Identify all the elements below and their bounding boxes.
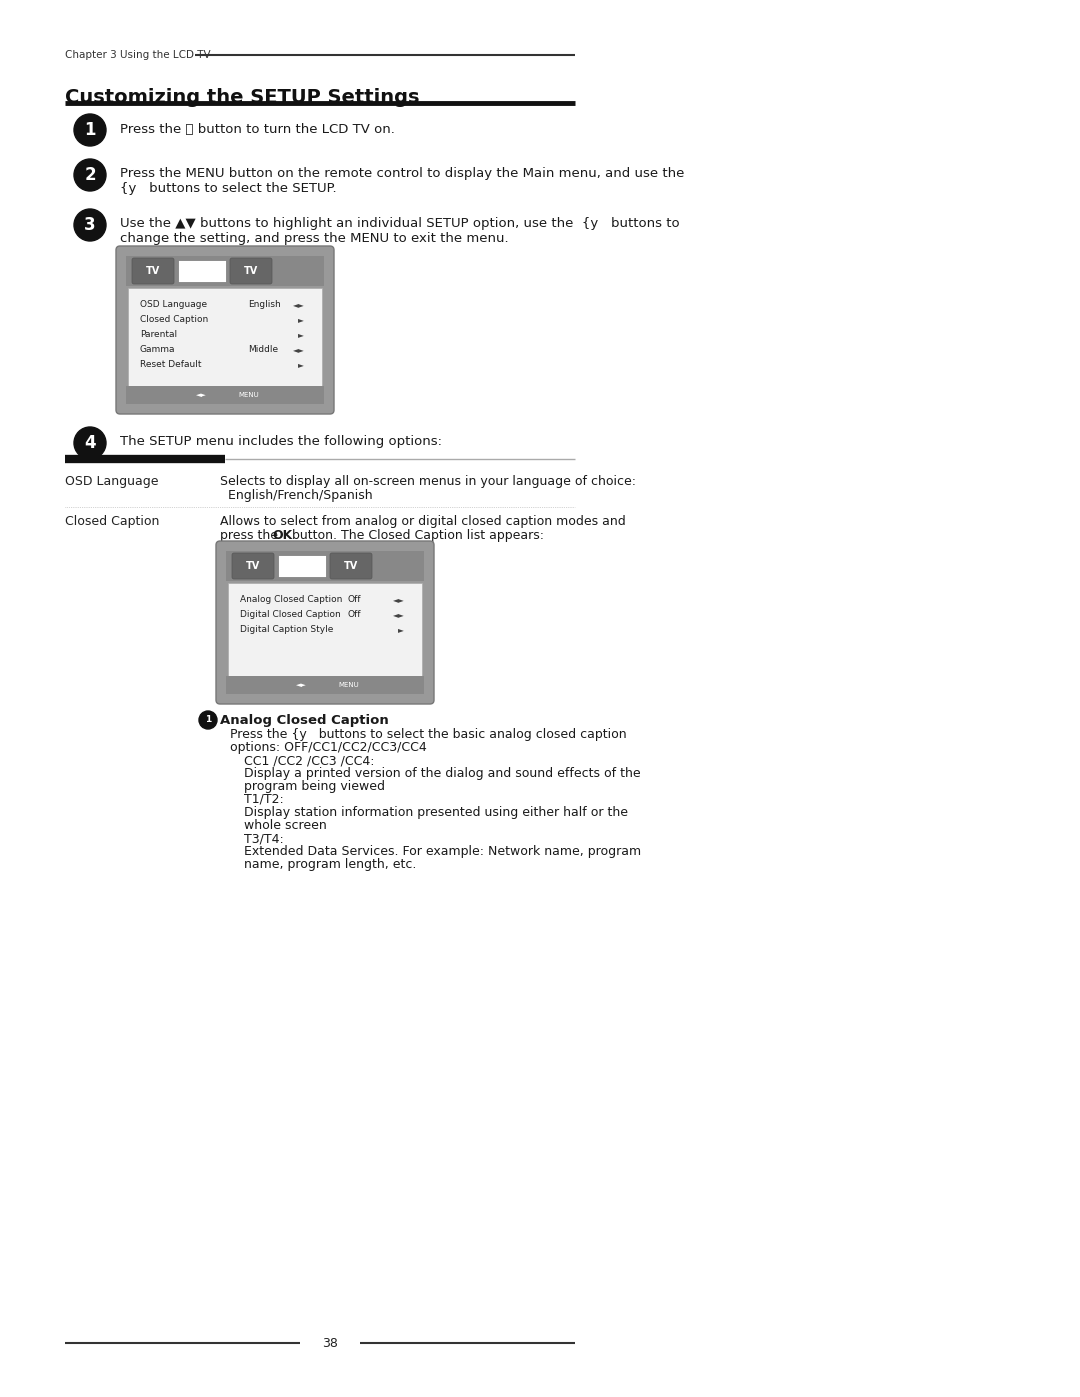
Text: Press the MENU button on the remote control to display the Main menu, and use th: Press the MENU button on the remote cont…	[120, 168, 685, 180]
Text: Closed Caption: Closed Caption	[65, 515, 160, 528]
Text: English/French/Spanish: English/French/Spanish	[220, 489, 373, 502]
Text: TV: TV	[246, 562, 260, 571]
FancyBboxPatch shape	[230, 258, 272, 284]
Text: Parental: Parental	[140, 330, 177, 339]
Text: 1: 1	[205, 715, 211, 725]
Text: 4: 4	[84, 434, 96, 453]
Text: Extended Data Services. For example: Network name, program: Extended Data Services. For example: Net…	[244, 845, 642, 858]
Text: press the: press the	[220, 529, 282, 542]
Text: The SETUP menu includes the following options:: The SETUP menu includes the following op…	[120, 434, 442, 448]
Bar	[228, 583, 422, 678]
Text: Press the {y   buttons to select the basic analog closed caption: Press the {y buttons to select the basic…	[230, 728, 626, 740]
Text: 1: 1	[84, 122, 96, 138]
Text: program being viewed: program being viewed	[244, 780, 384, 793]
Text: Display station information presented using either half or the: Display station information presented us…	[244, 806, 627, 819]
Text: ◄►: ◄►	[195, 393, 206, 398]
Text: OSD Language: OSD Language	[140, 300, 207, 309]
Text: ►: ►	[298, 314, 303, 324]
Text: 2: 2	[84, 166, 96, 184]
FancyBboxPatch shape	[216, 541, 434, 704]
Bar	[178, 260, 226, 282]
Text: 38: 38	[322, 1337, 338, 1350]
FancyBboxPatch shape	[330, 553, 372, 578]
Text: Selects to display all on-screen menus in your language of choice:: Selects to display all on-screen menus i…	[220, 475, 636, 488]
Text: 3: 3	[84, 217, 96, 235]
Text: OK: OK	[272, 529, 293, 542]
Text: Closed Caption: Closed Caption	[140, 314, 208, 324]
Text: ◄►: ◄►	[393, 595, 405, 604]
Text: whole screen: whole screen	[244, 819, 327, 833]
Text: ►: ►	[399, 624, 404, 634]
Text: options: OFF/CC1/CC2/CC3/CC4: options: OFF/CC1/CC2/CC3/CC4	[230, 740, 427, 754]
Text: TV: TV	[343, 562, 359, 571]
Circle shape	[75, 159, 106, 191]
Text: change the setting, and press the MENU to exit the menu.: change the setting, and press the MENU t…	[120, 232, 509, 244]
Text: ◄►: ◄►	[293, 300, 305, 309]
FancyBboxPatch shape	[232, 553, 274, 578]
FancyBboxPatch shape	[116, 246, 334, 414]
Bar	[278, 555, 326, 577]
Text: MENU: MENU	[338, 682, 360, 687]
Circle shape	[75, 115, 106, 147]
Text: CC1 /CC2 /CC3 /CC4:: CC1 /CC2 /CC3 /CC4:	[244, 754, 375, 767]
Text: OSD Language: OSD Language	[65, 475, 159, 488]
Text: Chapter 3 Using the LCD TV: Chapter 3 Using the LCD TV	[65, 50, 211, 60]
Text: T3/T4:: T3/T4:	[244, 833, 284, 845]
Text: Allows to select from analog or digital closed caption modes and: Allows to select from analog or digital …	[220, 515, 625, 528]
Text: Gamma: Gamma	[140, 345, 175, 353]
Text: English: English	[248, 300, 281, 309]
Bar	[126, 256, 324, 286]
Circle shape	[75, 427, 106, 460]
Bar	[226, 550, 424, 581]
Bar	[226, 676, 424, 694]
Text: button. The Closed Caption list appears:: button. The Closed Caption list appears:	[288, 529, 544, 542]
Text: MENU: MENU	[239, 393, 259, 398]
Text: name, program length, etc.: name, program length, etc.	[244, 858, 417, 870]
Text: TV: TV	[244, 265, 258, 277]
Text: ►: ►	[298, 330, 303, 339]
Text: Digital Closed Caption: Digital Closed Caption	[240, 610, 341, 619]
Text: Analog Closed Caption: Analog Closed Caption	[220, 714, 389, 726]
Bar	[129, 288, 322, 388]
Text: Off: Off	[348, 610, 362, 619]
Text: Press the ⏻ button to turn the LCD TV on.: Press the ⏻ button to turn the LCD TV on…	[120, 123, 395, 136]
Text: Customizing the SETUP Settings: Customizing the SETUP Settings	[65, 88, 419, 108]
Text: Use the ▲▼ buttons to highlight an individual SETUP option, use the  {y   button: Use the ▲▼ buttons to highlight an indiv…	[120, 217, 679, 231]
Text: {y   buttons to select the SETUP.: {y buttons to select the SETUP.	[120, 182, 337, 196]
Text: Analog Closed Caption: Analog Closed Caption	[240, 595, 342, 604]
Bar	[126, 386, 324, 404]
Text: Display a printed version of the dialog and sound effects of the: Display a printed version of the dialog …	[244, 767, 640, 780]
Circle shape	[75, 210, 106, 242]
Text: Reset Default: Reset Default	[140, 360, 202, 369]
Text: ◄►: ◄►	[393, 610, 405, 619]
Text: T1/T2:: T1/T2:	[244, 793, 284, 806]
Text: ◄►: ◄►	[296, 682, 307, 687]
Text: :: :	[360, 714, 364, 726]
FancyBboxPatch shape	[132, 258, 174, 284]
Text: Middle: Middle	[248, 345, 279, 353]
Text: TV: TV	[146, 265, 160, 277]
Text: ►: ►	[298, 360, 303, 369]
Text: Off: Off	[348, 595, 362, 604]
Circle shape	[199, 711, 217, 729]
Text: ◄►: ◄►	[293, 345, 305, 353]
Text: Digital Caption Style: Digital Caption Style	[240, 624, 334, 634]
